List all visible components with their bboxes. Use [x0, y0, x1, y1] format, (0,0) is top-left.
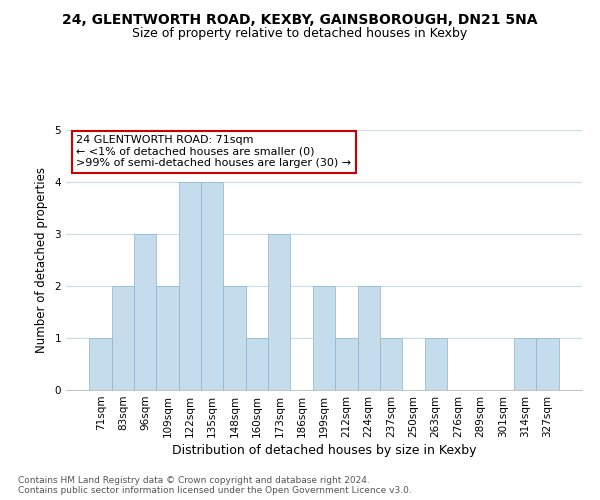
Bar — [134, 234, 157, 390]
Y-axis label: Number of detached properties: Number of detached properties — [35, 167, 47, 353]
X-axis label: Distribution of detached houses by size in Kexby: Distribution of detached houses by size … — [172, 444, 476, 457]
Bar — [425, 338, 447, 390]
Bar — [223, 286, 246, 390]
Bar — [112, 286, 134, 390]
Bar — [380, 338, 402, 390]
Text: 24 GLENTWORTH ROAD: 71sqm
← <1% of detached houses are smaller (0)
>99% of semi-: 24 GLENTWORTH ROAD: 71sqm ← <1% of detac… — [76, 135, 352, 168]
Bar — [268, 234, 290, 390]
Text: Contains HM Land Registry data © Crown copyright and database right 2024.
Contai: Contains HM Land Registry data © Crown c… — [18, 476, 412, 495]
Bar — [335, 338, 358, 390]
Text: Size of property relative to detached houses in Kexby: Size of property relative to detached ho… — [133, 28, 467, 40]
Bar — [157, 286, 179, 390]
Bar — [313, 286, 335, 390]
Bar — [179, 182, 201, 390]
Text: 24, GLENTWORTH ROAD, KEXBY, GAINSBOROUGH, DN21 5NA: 24, GLENTWORTH ROAD, KEXBY, GAINSBOROUGH… — [62, 12, 538, 26]
Bar — [514, 338, 536, 390]
Bar — [358, 286, 380, 390]
Bar — [201, 182, 223, 390]
Bar — [536, 338, 559, 390]
Bar — [246, 338, 268, 390]
Bar — [89, 338, 112, 390]
